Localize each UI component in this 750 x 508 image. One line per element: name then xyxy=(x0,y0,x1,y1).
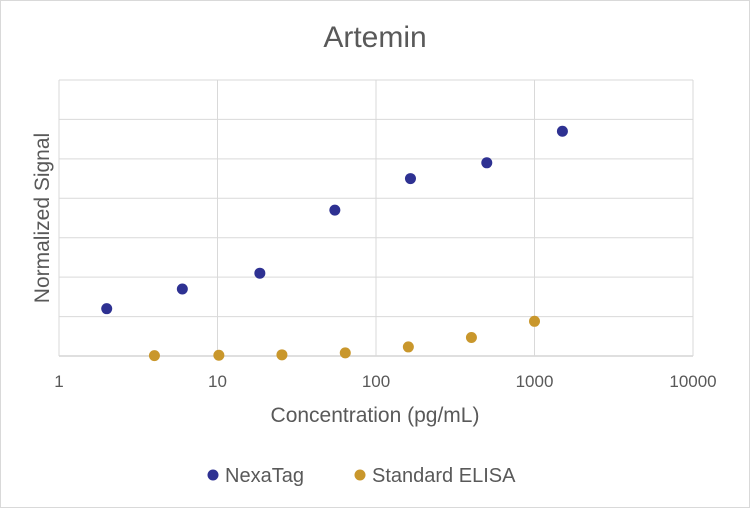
point-standard-elisa xyxy=(213,349,225,361)
chart-title: Artemin xyxy=(323,21,426,54)
legend-label: NexaTag xyxy=(225,465,304,487)
point-standard-elisa xyxy=(465,331,477,343)
point-nexatag xyxy=(329,204,341,216)
x-axis-label: Concentration (pg/mL) xyxy=(271,404,480,427)
y-axis-label: Normalized Signal xyxy=(31,133,54,303)
x-tick-label: 1 xyxy=(54,372,63,391)
point-nexatag xyxy=(254,267,266,279)
data-points xyxy=(101,125,568,362)
point-standard-elisa xyxy=(339,347,351,359)
x-tick-label: 100 xyxy=(362,372,390,391)
x-tick-label: 10 xyxy=(208,372,227,391)
point-nexatag xyxy=(556,125,568,137)
x-tick-label: 1000 xyxy=(516,372,554,391)
point-nexatag xyxy=(176,283,188,295)
point-standard-elisa xyxy=(402,341,414,353)
legend: NexaTag Standard ELISA xyxy=(207,465,516,487)
legend-label: Standard ELISA xyxy=(372,465,516,487)
point-standard-elisa xyxy=(276,349,288,361)
point-nexatag xyxy=(481,157,493,169)
gridlines xyxy=(58,79,694,357)
point-standard-elisa xyxy=(529,315,540,327)
x-tick-label: 10000 xyxy=(669,372,716,391)
point-nexatag xyxy=(101,303,113,315)
legend-marker xyxy=(207,469,219,481)
point-nexatag xyxy=(404,173,416,185)
x-tick-labels: 1 10 100 1000 10000 xyxy=(54,372,716,391)
legend-marker xyxy=(354,469,366,481)
point-standard-elisa xyxy=(148,350,160,362)
